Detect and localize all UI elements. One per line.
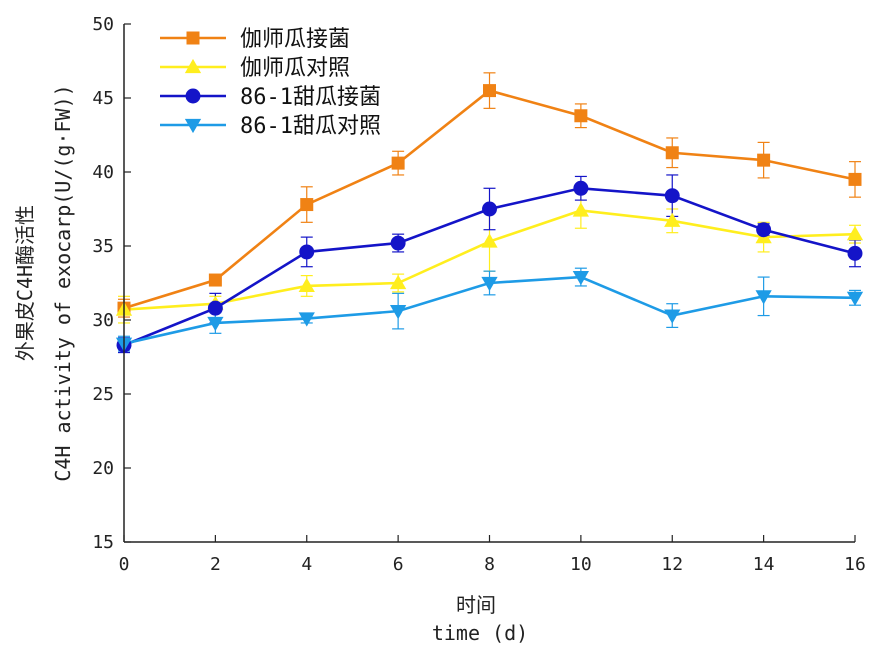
x-tick-label: 2 [210, 554, 221, 575]
data-point [665, 146, 679, 160]
x-axis-title: time (d) [432, 621, 528, 645]
data-point [390, 305, 407, 320]
data-point [390, 274, 407, 290]
data-point [846, 226, 864, 241]
y-tick-label: 40 [92, 162, 114, 183]
y-tick-label: 45 [92, 88, 114, 109]
data-point [846, 291, 864, 306]
data-point [298, 312, 315, 327]
y-axis-title: C4H activity of exocarp(U/(g·FW)) [51, 84, 75, 481]
x-tick-label: 6 [393, 554, 404, 575]
data-point [574, 109, 588, 123]
data-point [481, 233, 498, 248]
y-axis-title-cn: 外果皮C4H酶活性 [13, 205, 37, 361]
axes: 15 20 25 30 35 40 45 50 0 2 4 6 8 10 12 14 16 [92, 14, 866, 575]
y-tick-label: 30 [92, 310, 114, 331]
data-point [757, 153, 771, 167]
y-tick-label: 25 [92, 384, 114, 405]
legend-marker [184, 118, 202, 134]
legend-marker [184, 58, 202, 74]
y-tick-label: 35 [92, 236, 114, 257]
legend-label: 伽师瓜对照 [240, 56, 350, 81]
data-point [664, 309, 681, 324]
data-point [572, 270, 589, 286]
x-tick-label: 14 [753, 554, 775, 575]
data-point [756, 222, 772, 238]
x-tick-label: 0 [119, 554, 130, 575]
y-tick-label: 50 [92, 14, 114, 35]
legend-marker [185, 88, 201, 104]
data-point [207, 300, 223, 316]
x-axis-title-cn: 时间 [456, 593, 496, 617]
x-tick-label: 10 [570, 554, 592, 575]
y-tick-label: 20 [92, 458, 114, 479]
data-point [573, 180, 589, 196]
legend-label: 伽师瓜接菌 [240, 27, 350, 52]
x-tick-label: 8 [484, 554, 495, 575]
data-point [848, 172, 862, 186]
data-point [755, 290, 772, 305]
legend-label: 86-1甜瓜接菌 [240, 85, 381, 110]
data-point [391, 156, 405, 170]
data-point [847, 245, 863, 261]
data-point [482, 201, 497, 217]
x-tick-label: 12 [661, 554, 683, 575]
legend-marker [186, 31, 200, 45]
legend-label: 86-1甜瓜对照 [240, 114, 381, 139]
data-point [664, 212, 681, 227]
series-markers [115, 84, 864, 353]
data-point [298, 277, 315, 293]
data-point [664, 188, 680, 204]
data-point [390, 235, 406, 251]
data-point [300, 198, 314, 212]
data-point [483, 84, 496, 98]
x-tick-label: 4 [301, 554, 312, 575]
data-point [299, 244, 315, 260]
data-point [572, 202, 589, 217]
data-point [207, 316, 224, 332]
data-point [208, 273, 222, 287]
y-tick-label: 15 [92, 532, 114, 553]
data-point [481, 276, 498, 292]
x-tick-label: 16 [844, 554, 866, 575]
